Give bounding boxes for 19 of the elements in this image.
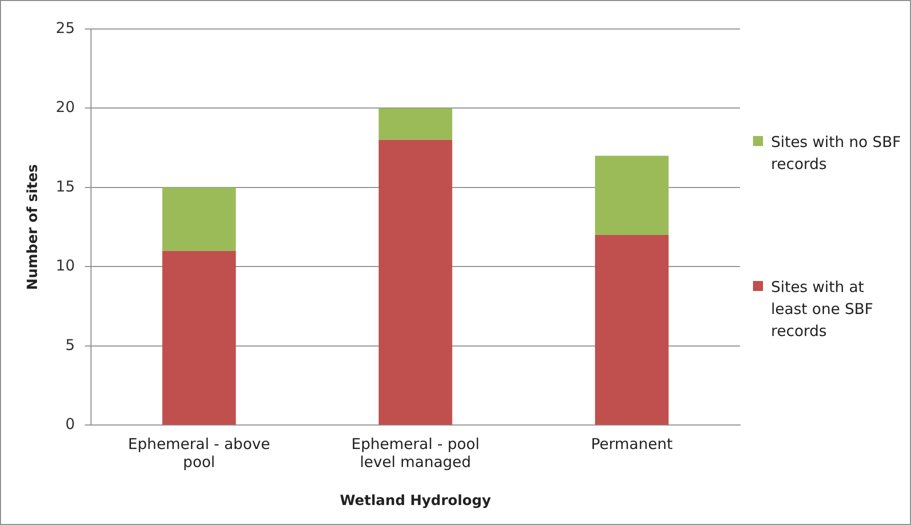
bar (378, 108, 452, 140)
y-tick-label: 20 (56, 98, 75, 116)
x-tick-label: Ephemeral - pool level managed (351, 435, 480, 472)
x-tick-label: Permanent (591, 435, 673, 454)
bar (595, 235, 669, 425)
legend-label: Sites with no SBF records (771, 132, 901, 175)
y-tick-label: 10 (56, 256, 75, 275)
y-tick-label: 15 (56, 177, 75, 196)
y-axis-title: Number of sites (25, 164, 42, 290)
x-axis-title: Wetland Hydrology (340, 493, 492, 510)
legend-label: Sites with at least one SBF records (771, 277, 874, 342)
bar (378, 140, 452, 425)
bar (162, 250, 236, 425)
bar (162, 187, 236, 251)
y-tick-label: 0 (65, 415, 75, 434)
x-tick-label: Ephemeral - above pool (128, 435, 270, 472)
y-tick-label: 25 (56, 18, 75, 37)
bar (595, 156, 669, 236)
y-tick-label: 5 (65, 336, 75, 354)
